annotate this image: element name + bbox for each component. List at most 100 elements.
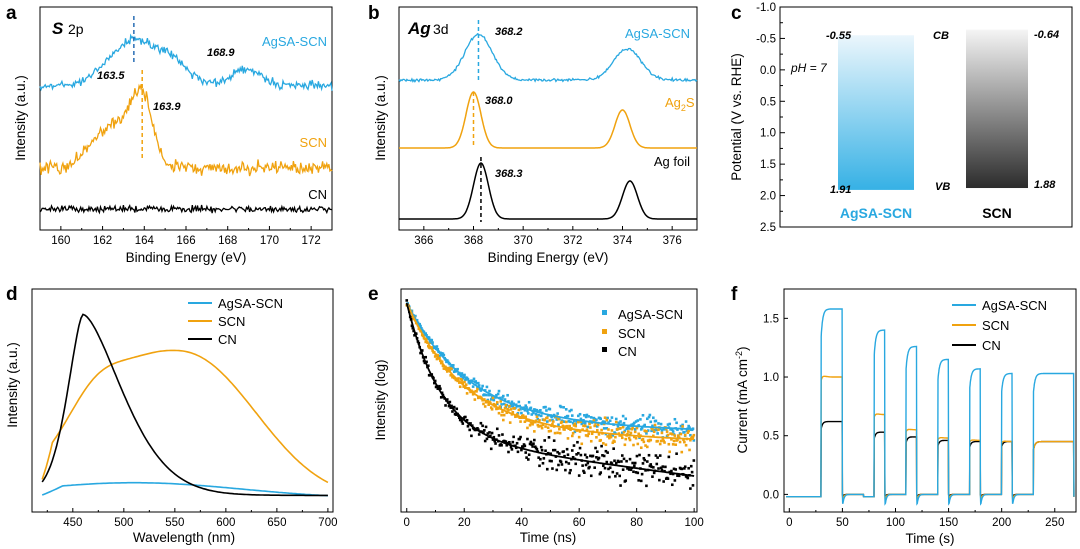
- data-point: [620, 431, 624, 435]
- data-point: [477, 381, 480, 385]
- data-point: [495, 402, 499, 406]
- data-point: [485, 385, 489, 389]
- y-tick-label: 0.0: [763, 489, 779, 501]
- data-point: [639, 446, 643, 450]
- data-point: [527, 419, 531, 422]
- x-tick-label: 168: [218, 235, 237, 247]
- data-point: [605, 418, 609, 422]
- data-point: [535, 408, 539, 412]
- data-point: [646, 429, 650, 432]
- data-point: [666, 433, 670, 437]
- data-point: [633, 464, 636, 468]
- data-point: [593, 466, 596, 469]
- data-point: [534, 446, 538, 450]
- data-point: [527, 453, 531, 457]
- data-point: [431, 341, 434, 344]
- data-point: [649, 438, 653, 442]
- data-point: [588, 422, 591, 426]
- panel-f-legend-cn: CN: [982, 338, 1001, 353]
- data-point: [548, 407, 552, 411]
- data-point: [595, 435, 598, 439]
- data-point: [622, 421, 626, 425]
- data-point: [491, 396, 495, 400]
- data-point: [545, 416, 549, 419]
- data-point: [585, 413, 589, 417]
- data-point: [557, 423, 560, 427]
- data-point: [452, 370, 456, 374]
- panel-b-series-ag-foil: [399, 162, 697, 220]
- data-point: [587, 432, 590, 435]
- x-tick-label: 80: [630, 517, 643, 529]
- data-point: [494, 442, 497, 445]
- data-point: [422, 359, 426, 363]
- data-point: [425, 337, 428, 341]
- data-point: [620, 436, 624, 440]
- data-point: [608, 436, 611, 440]
- panel-e-x-ticks: 0 20 40 60 80 100: [404, 508, 704, 529]
- x-tick-label: 60: [573, 517, 586, 529]
- data-point: [543, 439, 546, 442]
- data-point: [526, 426, 529, 430]
- data-point: [577, 414, 580, 418]
- x-tick-label: 20: [458, 517, 471, 529]
- data-point: [675, 421, 678, 425]
- panel-b-label-ag-foil: Ag foil: [654, 154, 690, 169]
- data-point: [671, 430, 675, 433]
- data-point: [549, 429, 553, 433]
- data-point: [490, 407, 494, 411]
- data-point: [500, 403, 503, 406]
- data-point: [570, 449, 574, 452]
- data-point: [489, 447, 493, 451]
- data-point: [603, 420, 607, 424]
- data-point: [515, 413, 519, 416]
- data-point: [678, 440, 682, 444]
- data-point: [615, 472, 619, 475]
- data-point: [683, 433, 687, 437]
- panel-b-orbital-title: 3d: [433, 21, 449, 37]
- data-point: [463, 380, 466, 384]
- data-point: [607, 467, 610, 471]
- data-point: [579, 420, 583, 424]
- data-point: [560, 463, 564, 466]
- data-point: [578, 412, 582, 416]
- data-point: [543, 418, 546, 422]
- x-tick-label: 450: [63, 517, 82, 529]
- data-point: [570, 414, 574, 417]
- panel-f-legend-scn: SCN: [982, 318, 1009, 333]
- data-point: [633, 461, 637, 465]
- data-point: [579, 453, 583, 457]
- x-tick-label: 374: [613, 235, 633, 247]
- data-point: [668, 422, 671, 426]
- data-point: [603, 416, 607, 420]
- data-point: [688, 448, 691, 452]
- data-point: [642, 440, 646, 444]
- panel-letter-b: b: [368, 3, 380, 24]
- data-point: [683, 465, 687, 469]
- panel-c-ph-label: pH = 7: [790, 61, 828, 75]
- data-point: [405, 299, 409, 302]
- data-point: [652, 416, 655, 420]
- data-point: [420, 329, 423, 332]
- panel-a-series-agsa-scn: [39, 33, 333, 92]
- data-point: [479, 421, 483, 425]
- data-point: [459, 375, 463, 378]
- data-point: [536, 417, 540, 421]
- data-point: [598, 472, 602, 476]
- data-point: [509, 403, 513, 407]
- data-point: [595, 425, 599, 428]
- data-point: [687, 466, 690, 470]
- data-point: [451, 410, 454, 413]
- data-point: [468, 428, 471, 432]
- data-point: [443, 367, 446, 371]
- data-point: [641, 437, 645, 441]
- data-point: [597, 456, 601, 460]
- data-point: [660, 431, 664, 435]
- data-point: [460, 372, 464, 375]
- data-point: [564, 460, 568, 464]
- panel-c-category-agsa-scn: AgSA-SCN: [840, 205, 912, 221]
- data-point: [684, 420, 688, 423]
- data-point: [627, 468, 631, 471]
- data-point: [560, 420, 564, 424]
- data-point: [477, 384, 481, 387]
- data-point: [508, 421, 512, 424]
